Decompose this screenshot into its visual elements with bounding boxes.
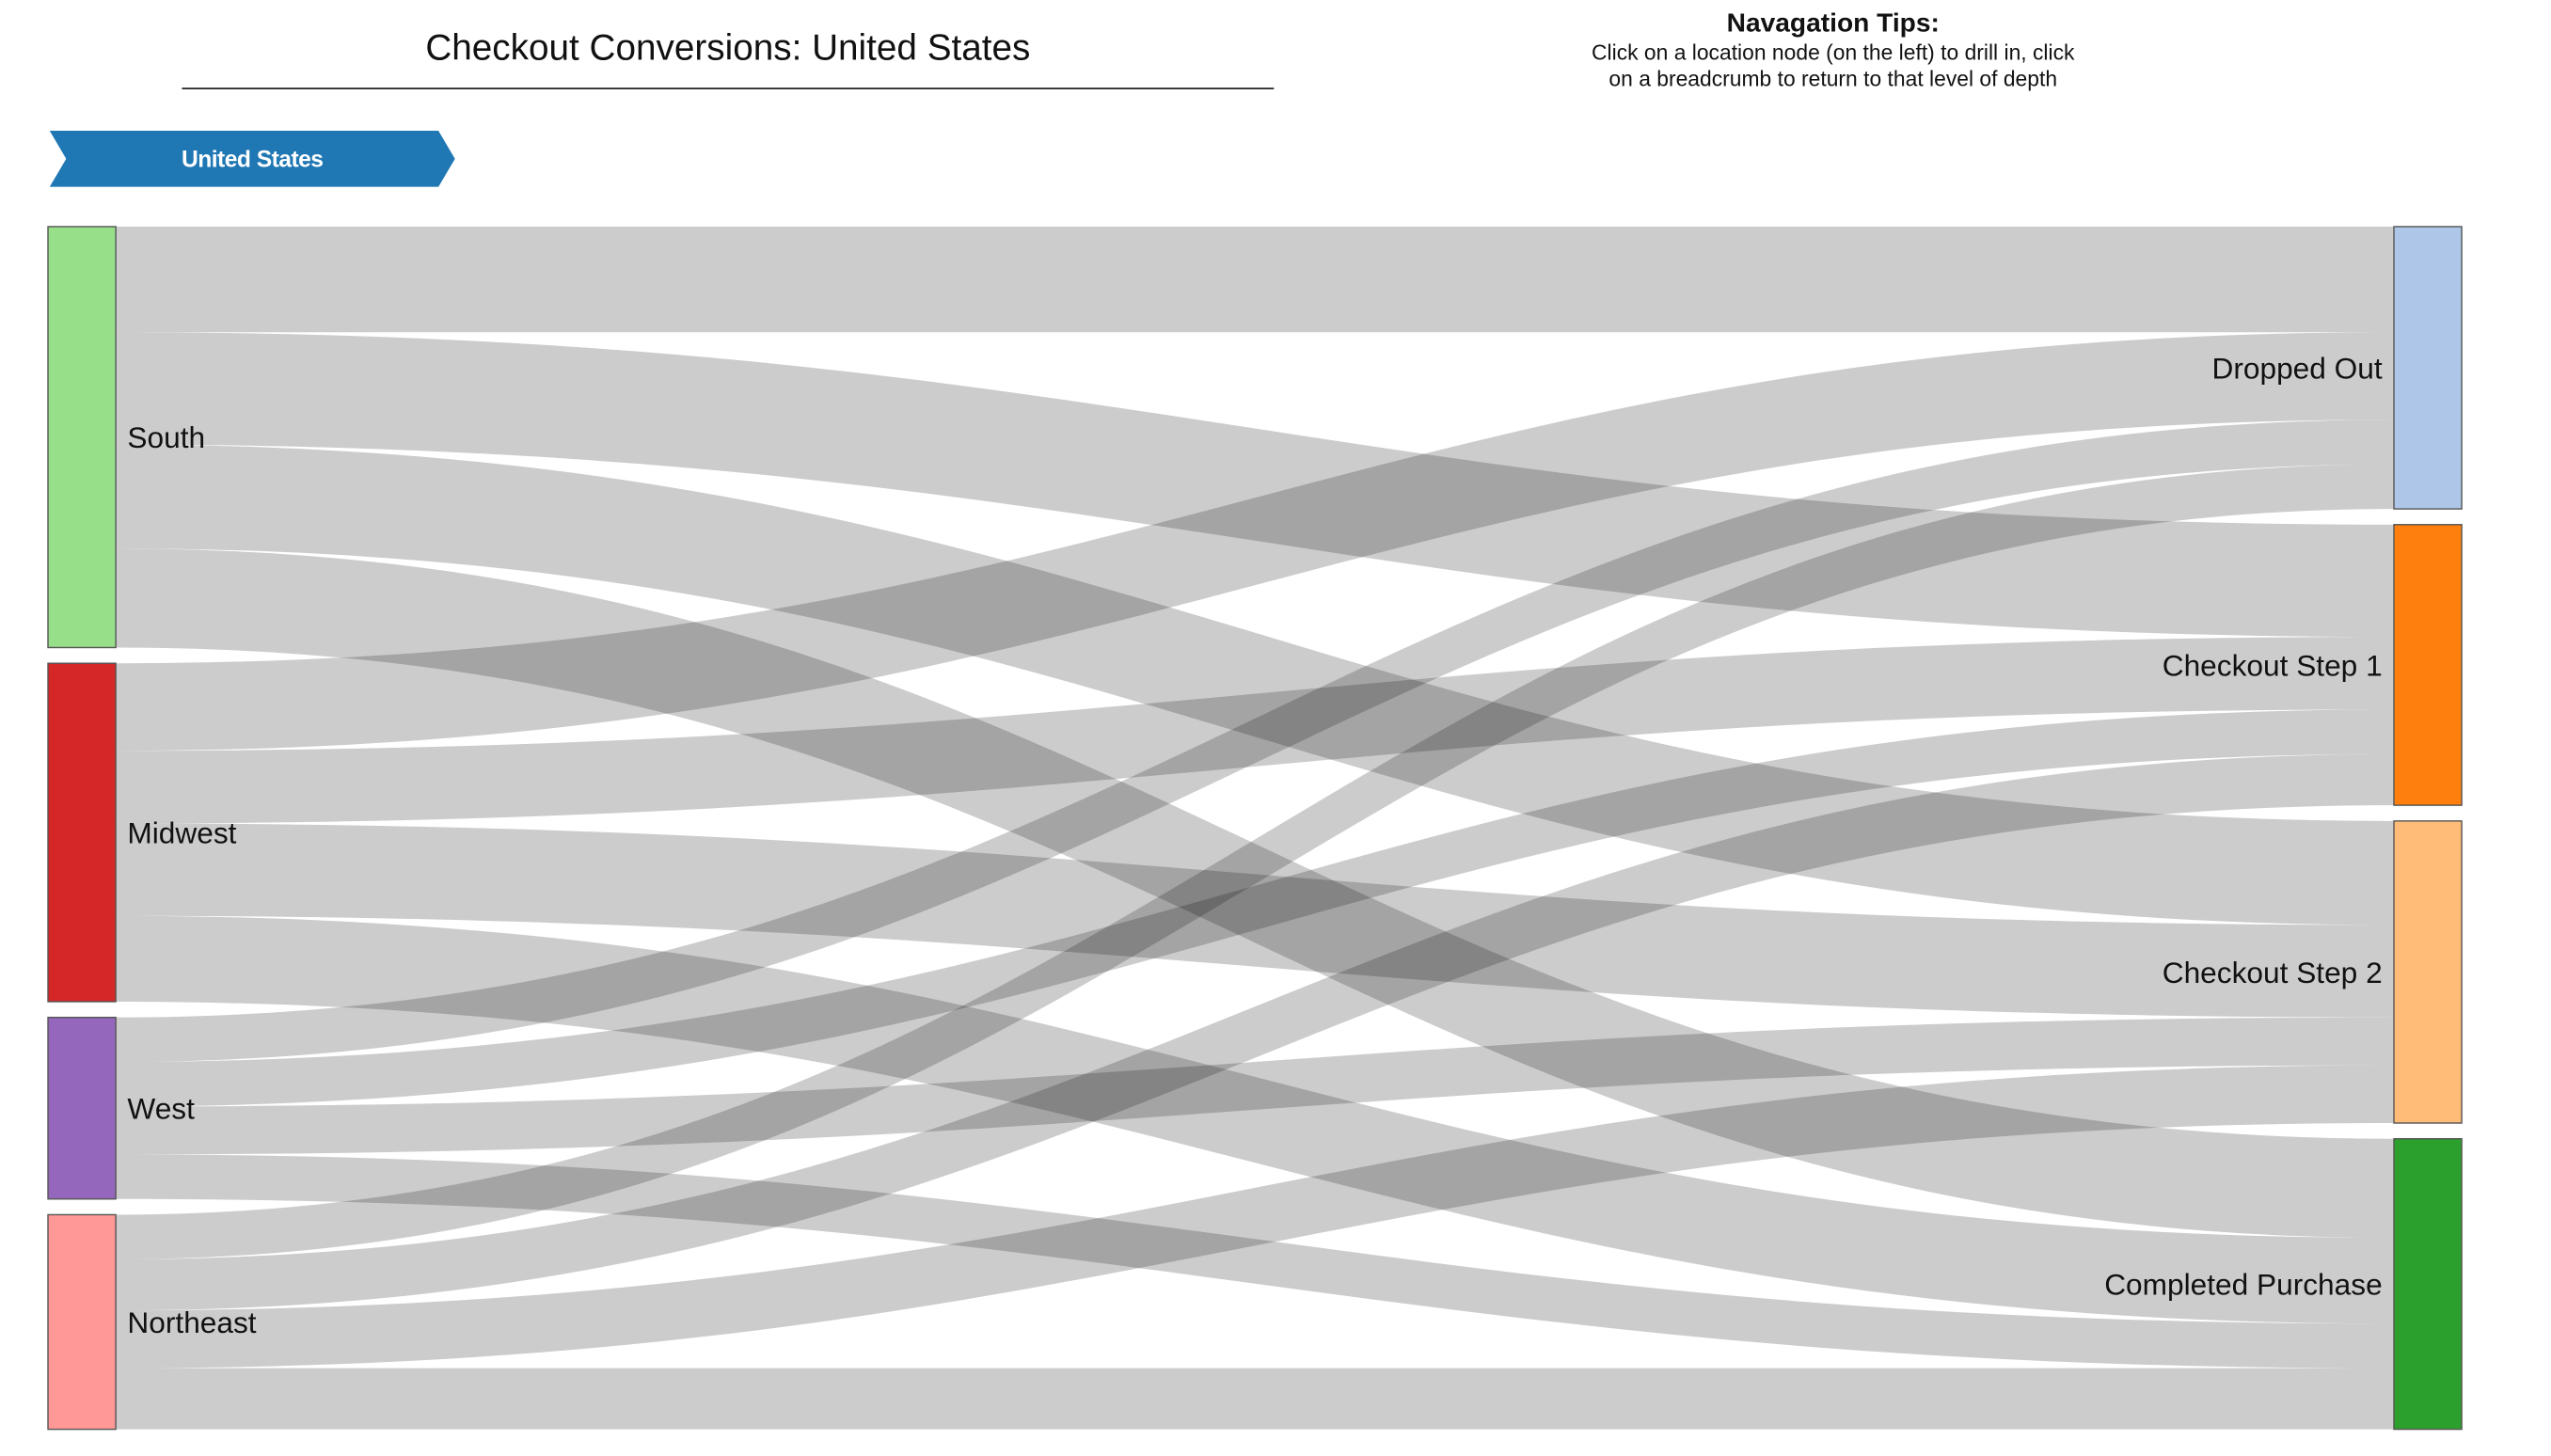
navigation-tips-line-1: Click on a location node (on the left) t…: [1592, 40, 2075, 65]
chart-title: Checkout Conversions: United States: [425, 26, 1031, 69]
link-south-to-completed-purchase: [116, 548, 2394, 1239]
link-west-to-completed-purchase: [116, 1154, 2394, 1369]
node-label-checkout-step-2: Checkout Step 2: [2163, 956, 2383, 989]
node-label-checkout-step-1: Checkout Step 1: [2163, 648, 2383, 682]
link-midwest-to-checkout-step-1: [116, 637, 2394, 824]
link-northeast-to-completed-purchase: [116, 1368, 2394, 1430]
node-midwest[interactable]: [47, 662, 117, 1003]
node-checkout-step-1: [2393, 524, 2463, 806]
node-label-midwest: Midwest: [127, 816, 236, 850]
navigation-tips-line-2: on a breadcrumb to return to that level …: [1608, 66, 2058, 91]
node-label-completed-purchase: Completed Purchase: [2104, 1268, 2382, 1302]
breadcrumb-united-states[interactable]: United States: [49, 130, 455, 187]
navigation-tips: Navagation Tips: Click on a location nod…: [1539, 10, 2128, 93]
node-label-south: South: [127, 420, 205, 454]
node-completed-purchase: [2393, 1138, 2463, 1431]
link-south-to-checkout-step-2: [116, 444, 2394, 926]
node-label-northeast: Northeast: [127, 1306, 256, 1339]
link-west-to-dropped-out: [116, 419, 2394, 1063]
node-label-dropped-out: Dropped Out: [2212, 351, 2383, 385]
navigation-tips-heading: Navagation Tips:: [1726, 9, 1940, 39]
sankey-links: [116, 226, 2394, 1430]
node-dropped-out: [2393, 226, 2463, 510]
link-northeast-to-checkout-step-1: [116, 753, 2394, 1311]
node-label-west: West: [127, 1092, 195, 1126]
link-south-to-checkout-step-1: [116, 332, 2394, 638]
link-midwest-to-dropped-out: [116, 332, 2394, 752]
link-south-to-dropped-out: [116, 226, 2394, 333]
node-checkout-step-2: [2393, 820, 2463, 1124]
node-south[interactable]: [47, 226, 117, 649]
link-west-to-checkout-step-2: [116, 1017, 2394, 1155]
link-midwest-to-completed-purchase: [116, 915, 2394, 1324]
link-northeast-to-dropped-out: [116, 464, 2394, 1259]
node-northeast[interactable]: [47, 1213, 117, 1431]
title-underline: [182, 87, 1275, 89]
link-midwest-to-checkout-step-2: [116, 823, 2394, 1018]
node-west[interactable]: [47, 1016, 117, 1200]
sankey-nodes: South Midwest West Northeast Dropped Out Chec…: [47, 226, 2463, 1431]
breadcrumb-arrow-shape: [49, 130, 455, 187]
link-west-to-checkout-step-1: [116, 709, 2394, 1107]
breadcrumb-label: United States: [181, 145, 324, 172]
link-northeast-to-checkout-step-2: [116, 1065, 2394, 1369]
